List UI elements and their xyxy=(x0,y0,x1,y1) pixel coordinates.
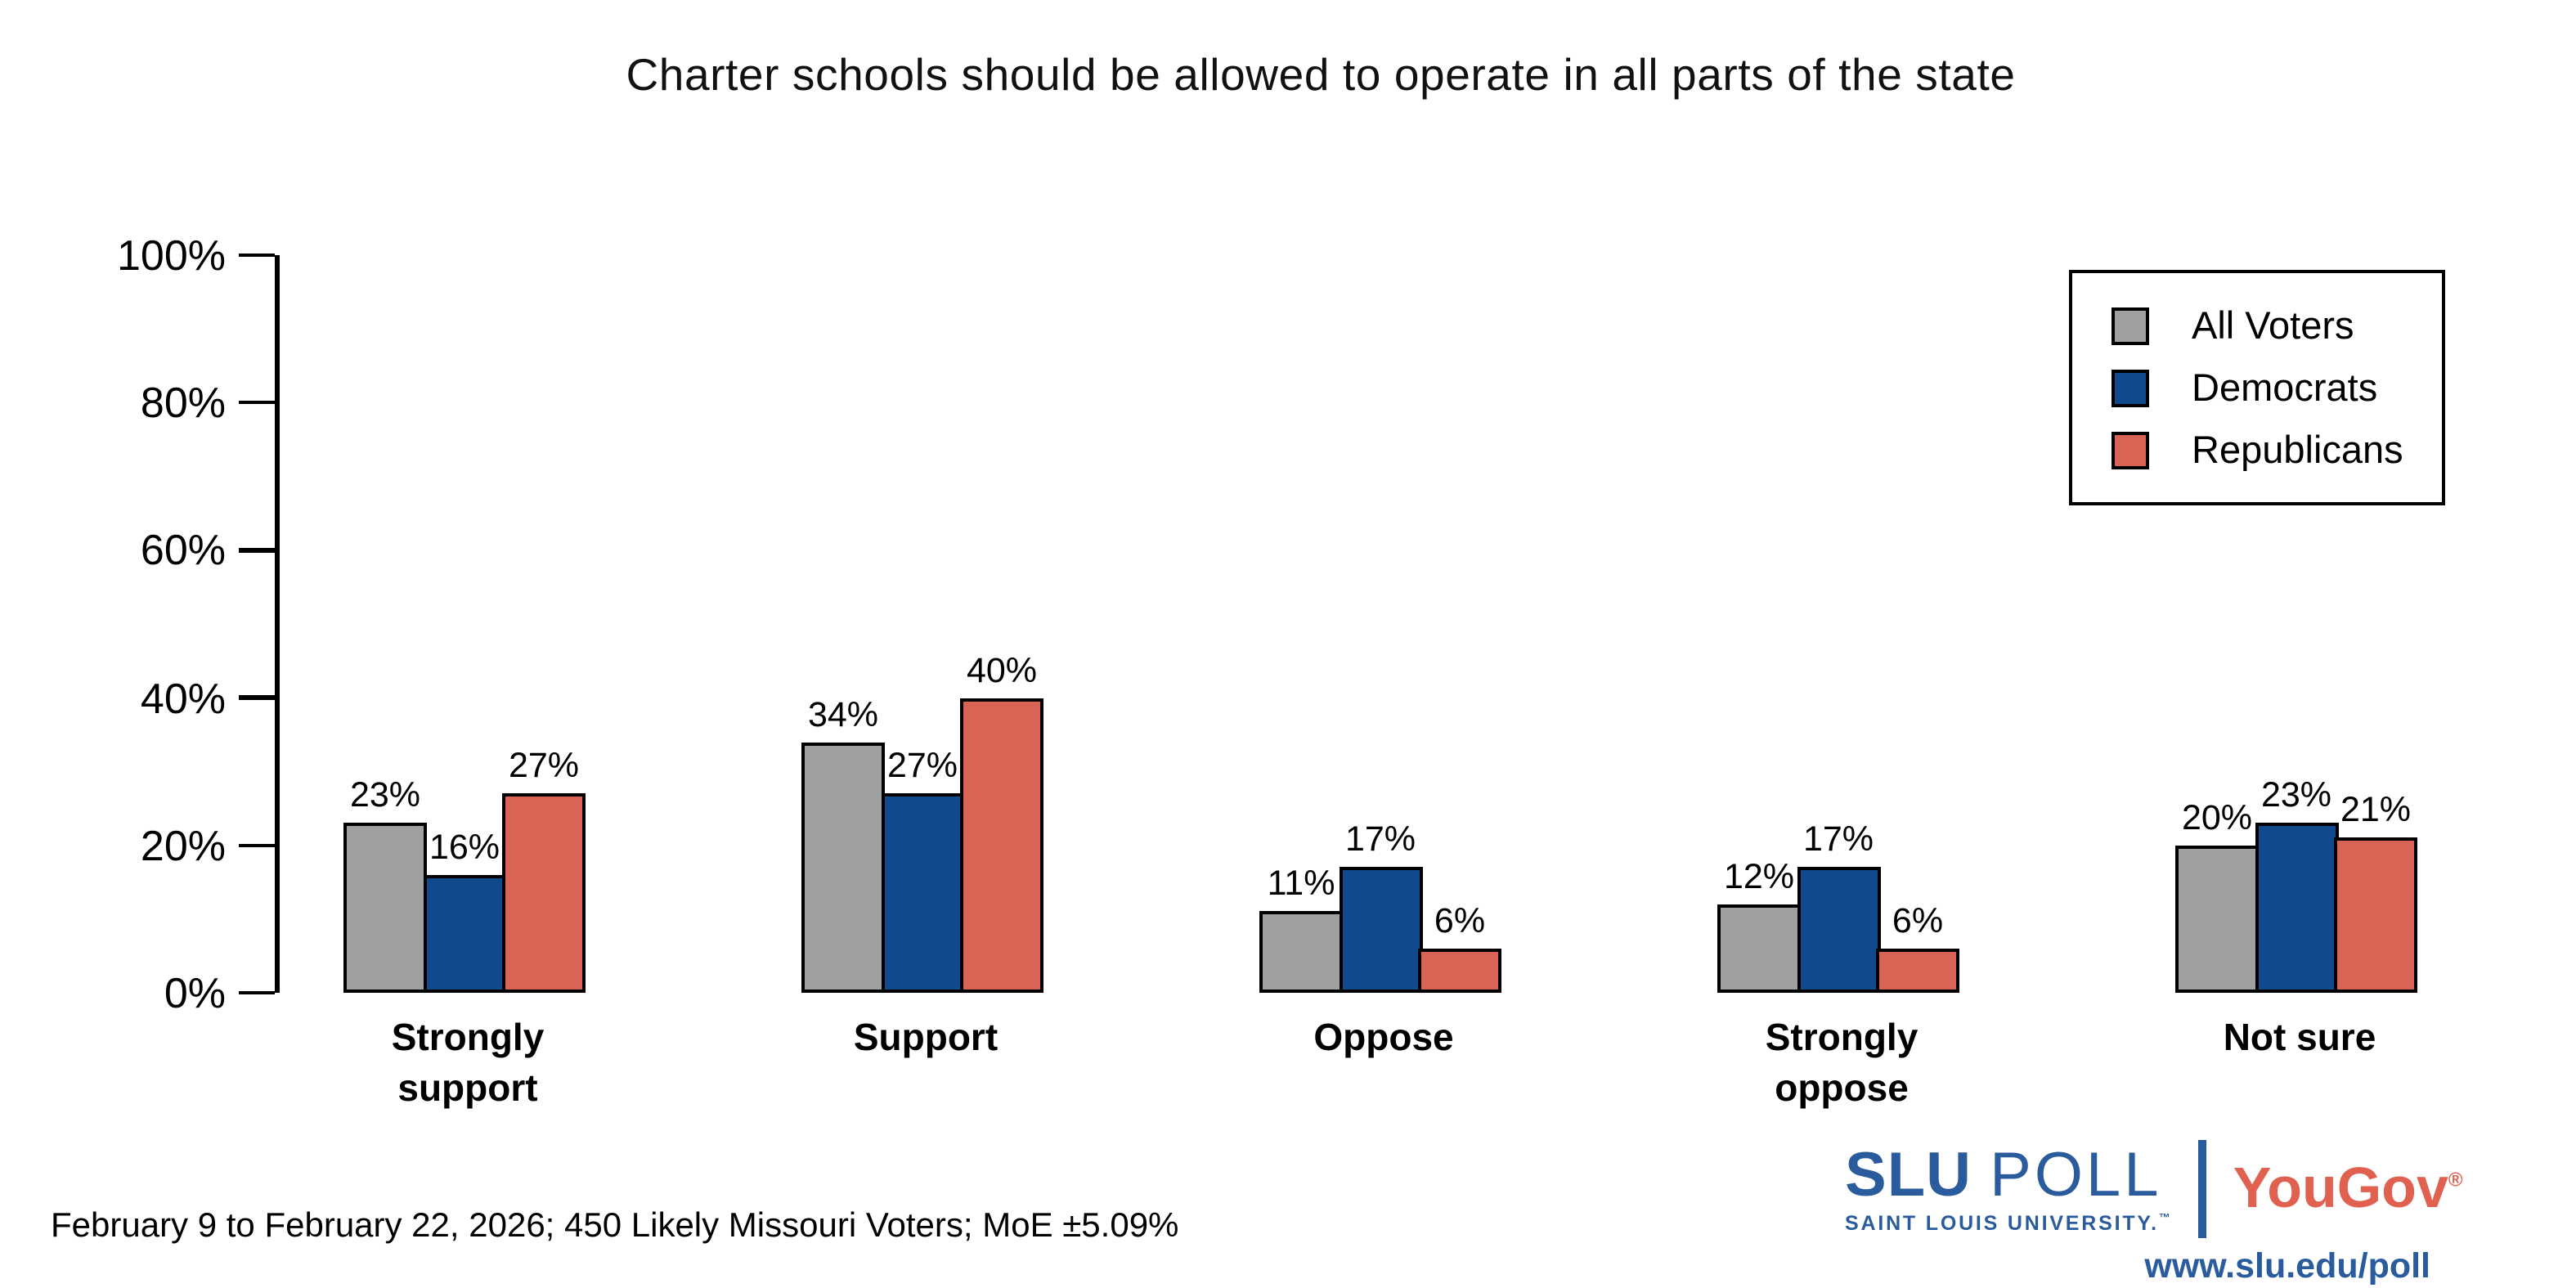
y-axis-tick-label: 100% xyxy=(117,231,226,280)
legend-swatch-all-voters xyxy=(2112,307,2149,344)
bar-all-voters xyxy=(343,823,427,993)
slu-poll-url: www.slu.edu/poll xyxy=(2144,1246,2430,1286)
bar-value-label: 23% xyxy=(349,775,421,815)
slu-wordmark-text: SLU xyxy=(1845,1141,1972,1209)
category-label: Strongly support xyxy=(391,1016,545,1110)
bar-republicans xyxy=(502,793,586,993)
bar-value-label: 23% xyxy=(2260,775,2332,815)
bar-value-label: 16% xyxy=(429,827,500,867)
trademark-symbol: ™ xyxy=(2158,1212,2173,1224)
footer-note: February 9 to February 22, 2026; 450 Lik… xyxy=(51,1207,1179,1245)
bar-value-label: 6% xyxy=(1434,900,1486,940)
bar-group-strongly-support: 23% 16% 27% Strongly support xyxy=(343,255,592,1109)
bar-all-voters xyxy=(1717,904,1801,993)
bar-republicans xyxy=(1418,948,1501,993)
slu-poll-logo: SLU POLL SAINT LOUIS UNIVERSITY.™ xyxy=(1845,1144,2173,1234)
yougov-logo: YouGov® xyxy=(2233,1156,2463,1222)
bar-republicans xyxy=(960,698,1043,993)
slu-university-subtitle: SAINT LOUIS UNIVERSITY.™ xyxy=(1845,1211,2173,1234)
slu-poll-wordmark: SLU POLL xyxy=(1845,1144,2173,1206)
bar-value-label: 17% xyxy=(1344,819,1416,859)
slu-university-text: SAINT LOUIS UNIVERSITY. xyxy=(1845,1211,2159,1234)
bar-democrats xyxy=(2255,823,2338,993)
legend-row: All Voters xyxy=(2112,303,2442,348)
y-axis-tick-label: 0% xyxy=(164,968,226,1017)
bar-group-not-sure: 20% 23% 21% Not sure xyxy=(2175,255,2424,1058)
bar-republicans xyxy=(2334,837,2417,993)
legend-swatch-republicans xyxy=(2112,431,2149,469)
y-axis-tick xyxy=(239,253,275,258)
bar-all-voters xyxy=(2175,845,2259,993)
bar-value-label: 21% xyxy=(2340,790,2412,830)
category-label: Strongly oppose xyxy=(1765,1016,1919,1110)
y-axis-tick-label: 80% xyxy=(140,378,226,428)
legend-label: Republicans xyxy=(2192,428,2403,470)
legend-label: All Voters xyxy=(2192,303,2354,346)
logo-divider xyxy=(2198,1140,2207,1238)
bar-value-label: 11% xyxy=(1267,864,1335,904)
bar-value-label: 27% xyxy=(508,746,580,786)
legend: All Voters Democrats Republicans xyxy=(2069,270,2445,505)
logo-block: SLU POLL SAINT LOUIS UNIVERSITY.™ YouGov… xyxy=(1845,1140,2463,1287)
bar-republicans xyxy=(1876,948,1959,993)
bar-value-label: 17% xyxy=(1802,819,1874,859)
bar-democrats xyxy=(423,874,506,993)
bar-group-oppose: 11% 17% 6% Oppose xyxy=(1259,255,1508,1058)
y-axis-tick xyxy=(239,548,275,553)
y-axis-tick-label: 40% xyxy=(140,673,226,723)
bar-value-label: 12% xyxy=(1723,856,1795,896)
category-label: Not sure xyxy=(2223,1016,2376,1058)
y-axis-tick xyxy=(239,843,275,848)
bar-group-strongly-oppose: 12% 17% 6% Strongly oppose xyxy=(1717,255,1966,1109)
bar-value-label: 40% xyxy=(966,650,1038,690)
y-axis-tick-label: 20% xyxy=(140,820,226,870)
bar-group-support: 34% 27% 40% Support xyxy=(801,255,1050,1058)
category-label: Support xyxy=(853,1016,999,1058)
yougov-text: YouGov xyxy=(2233,1156,2448,1220)
y-axis-tick xyxy=(239,990,275,995)
logo-row: SLU POLL SAINT LOUIS UNIVERSITY.™ YouGov… xyxy=(1845,1140,2463,1238)
y-axis-tick xyxy=(239,400,275,405)
legend-row: Republicans xyxy=(2112,428,2442,472)
y-axis-line xyxy=(275,255,279,993)
bar-democrats xyxy=(881,793,964,993)
category-label: Oppose xyxy=(1313,1016,1454,1058)
bar-democrats xyxy=(1339,867,1422,993)
legend-swatch-democrats xyxy=(2112,369,2149,406)
bar-democrats xyxy=(1797,867,1880,993)
bar-value-label: 20% xyxy=(2181,797,2253,837)
registered-symbol: ® xyxy=(2448,1168,2463,1192)
bar-all-voters xyxy=(1259,911,1343,993)
bar-value-label: 27% xyxy=(886,746,958,786)
legend-label: Democrats xyxy=(2192,366,2378,408)
legend-row: Democrats xyxy=(2112,366,2442,410)
chart-title: Charter schools should be allowed to ope… xyxy=(626,49,2016,100)
poll-wordmark-text: POLL xyxy=(1990,1141,2162,1209)
y-axis-tick xyxy=(239,695,275,700)
bar-value-label: 6% xyxy=(1892,900,1944,940)
bar-value-label: 34% xyxy=(807,694,879,734)
y-axis-tick-label: 60% xyxy=(140,525,226,575)
